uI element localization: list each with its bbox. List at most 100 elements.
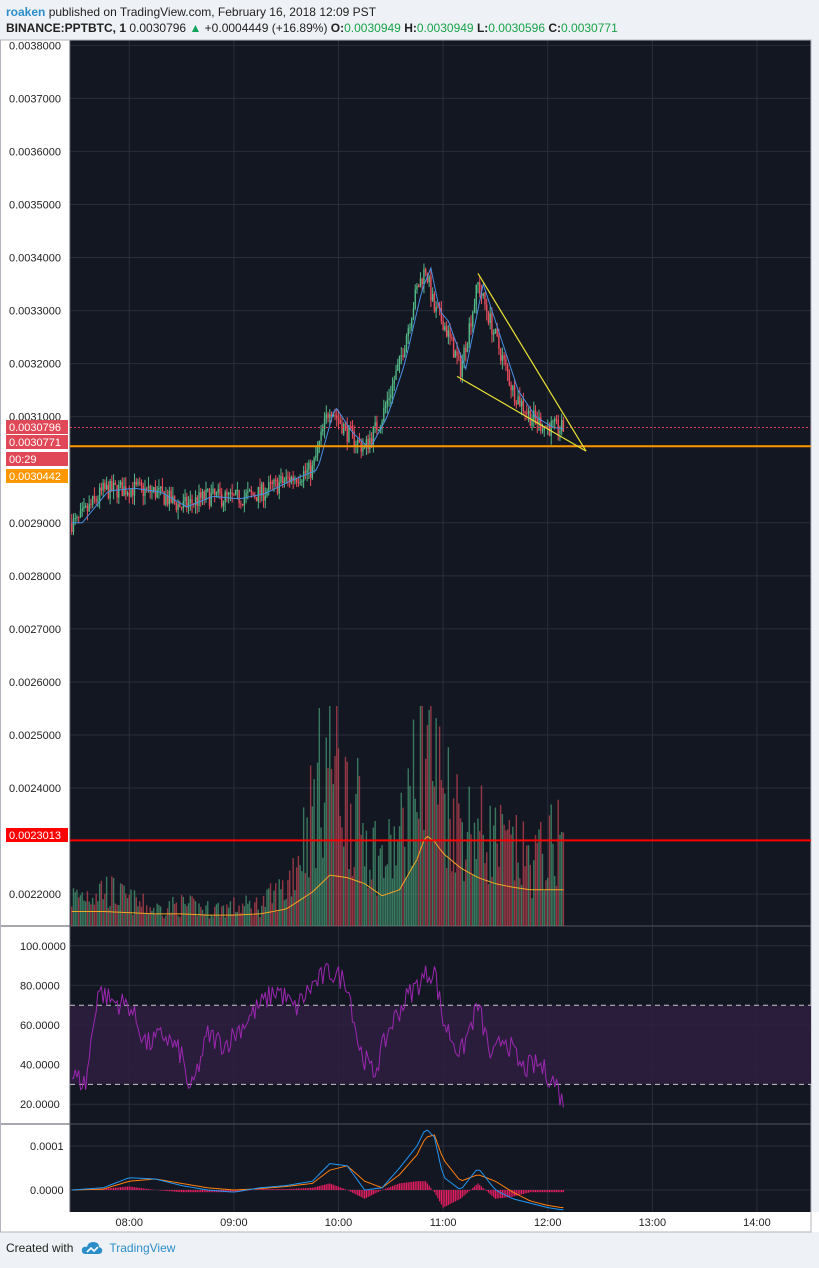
candle-body xyxy=(304,471,307,473)
candle-body xyxy=(350,425,352,427)
volume-bar xyxy=(88,901,90,926)
volume-bar xyxy=(151,911,153,926)
volume-bar xyxy=(332,784,334,926)
volume-bar xyxy=(165,915,167,926)
candle-body xyxy=(559,431,561,434)
volume-bar xyxy=(182,896,185,926)
time-axis-tick: 14:00 xyxy=(743,1217,771,1229)
candle-body xyxy=(285,476,287,481)
volume-bar xyxy=(348,869,350,926)
author-name[interactable]: roaken xyxy=(6,5,46,19)
volume-bar xyxy=(416,812,418,926)
volume-bar xyxy=(442,787,444,926)
candle-body xyxy=(231,492,233,495)
candle-body xyxy=(461,360,463,377)
candle-body xyxy=(290,476,293,483)
volume-bar xyxy=(76,889,78,926)
volume-bar xyxy=(234,912,237,926)
candle-body xyxy=(135,481,137,485)
candle-body xyxy=(505,359,507,365)
volume-bar xyxy=(339,815,341,926)
candle-body xyxy=(83,506,85,509)
volume-bar xyxy=(475,859,477,926)
candle-body xyxy=(114,482,117,485)
candle-body xyxy=(125,486,127,495)
volume-bar xyxy=(506,829,509,926)
volume-bar xyxy=(285,899,287,926)
volume-bar xyxy=(513,880,516,926)
volume-bar xyxy=(458,803,460,926)
candle-body xyxy=(463,347,465,361)
time-axis-tick: 08:00 xyxy=(116,1217,144,1229)
volume-bar xyxy=(86,891,89,926)
volume-bar xyxy=(81,892,83,926)
candle-body xyxy=(543,425,545,431)
volume-bar xyxy=(295,867,298,926)
candle-body xyxy=(302,471,305,482)
candle-body xyxy=(140,482,143,486)
candle-body xyxy=(268,482,270,491)
volume-bar xyxy=(419,706,422,926)
price-label-text: 00:29 xyxy=(9,454,37,466)
volume-bar xyxy=(123,885,125,926)
volume-bar xyxy=(280,889,282,926)
volume-bar xyxy=(189,895,192,926)
candle-body xyxy=(278,482,280,494)
volume-bar xyxy=(428,709,430,926)
volume-bar xyxy=(526,845,528,926)
volume-bar xyxy=(250,908,253,926)
price-label-tag xyxy=(6,420,68,434)
volume-bar xyxy=(266,889,268,926)
candle-body xyxy=(238,490,240,504)
candle-body xyxy=(562,420,565,432)
candle-body xyxy=(358,439,361,442)
volume-bar xyxy=(548,815,551,926)
volume-bar xyxy=(491,876,493,926)
volume-bar xyxy=(557,799,559,926)
candle-body xyxy=(229,492,232,494)
candle-body xyxy=(247,491,249,493)
candle-body xyxy=(217,488,219,493)
candle-body xyxy=(313,458,315,466)
tradingview-link[interactable]: TradingView xyxy=(109,1241,176,1255)
candle-body xyxy=(294,478,296,481)
candle-body xyxy=(465,347,467,352)
volume-bar xyxy=(351,875,354,926)
volume-bar xyxy=(259,916,261,926)
volume-bar xyxy=(261,905,263,926)
candle-body xyxy=(552,421,554,423)
volume-bar xyxy=(313,779,315,926)
volume-bar xyxy=(236,911,239,926)
volume-bar xyxy=(423,829,425,926)
candle-body xyxy=(165,496,167,505)
candle-body xyxy=(339,420,341,424)
trading-chart[interactable]: 0.0038000 0.0037000 0.0036000 0.0035000 0.00… xyxy=(0,0,819,1238)
price-label-text: 0.0023013 xyxy=(9,830,61,842)
candle-body xyxy=(200,492,202,499)
wedge-lower-line xyxy=(456,375,587,452)
candle-body xyxy=(170,490,172,503)
volume-bar xyxy=(363,866,366,926)
volume-bar xyxy=(412,719,415,926)
volume-bar xyxy=(275,883,277,926)
volume-bar xyxy=(132,914,134,926)
price-change: +0.0004449 (+16.89%) xyxy=(204,21,328,35)
volume-bar xyxy=(159,906,162,926)
volume-bar xyxy=(522,821,525,926)
volume-bar xyxy=(560,831,563,926)
candle-body xyxy=(435,307,437,312)
candle-body xyxy=(398,355,401,365)
volume-bar xyxy=(163,918,165,926)
volume-bar xyxy=(222,905,225,926)
volume-bar xyxy=(238,905,240,926)
candle-body xyxy=(102,482,104,491)
volume-bar xyxy=(220,906,223,926)
candle-body xyxy=(381,421,383,427)
volume-bar xyxy=(503,824,505,926)
volume-bar xyxy=(137,906,139,926)
volume-bar xyxy=(179,917,181,926)
candle-body xyxy=(219,488,221,494)
candle-body xyxy=(472,312,474,327)
candle-body xyxy=(372,426,375,444)
macd-axis-tick: 0.0000 xyxy=(30,1185,64,1197)
